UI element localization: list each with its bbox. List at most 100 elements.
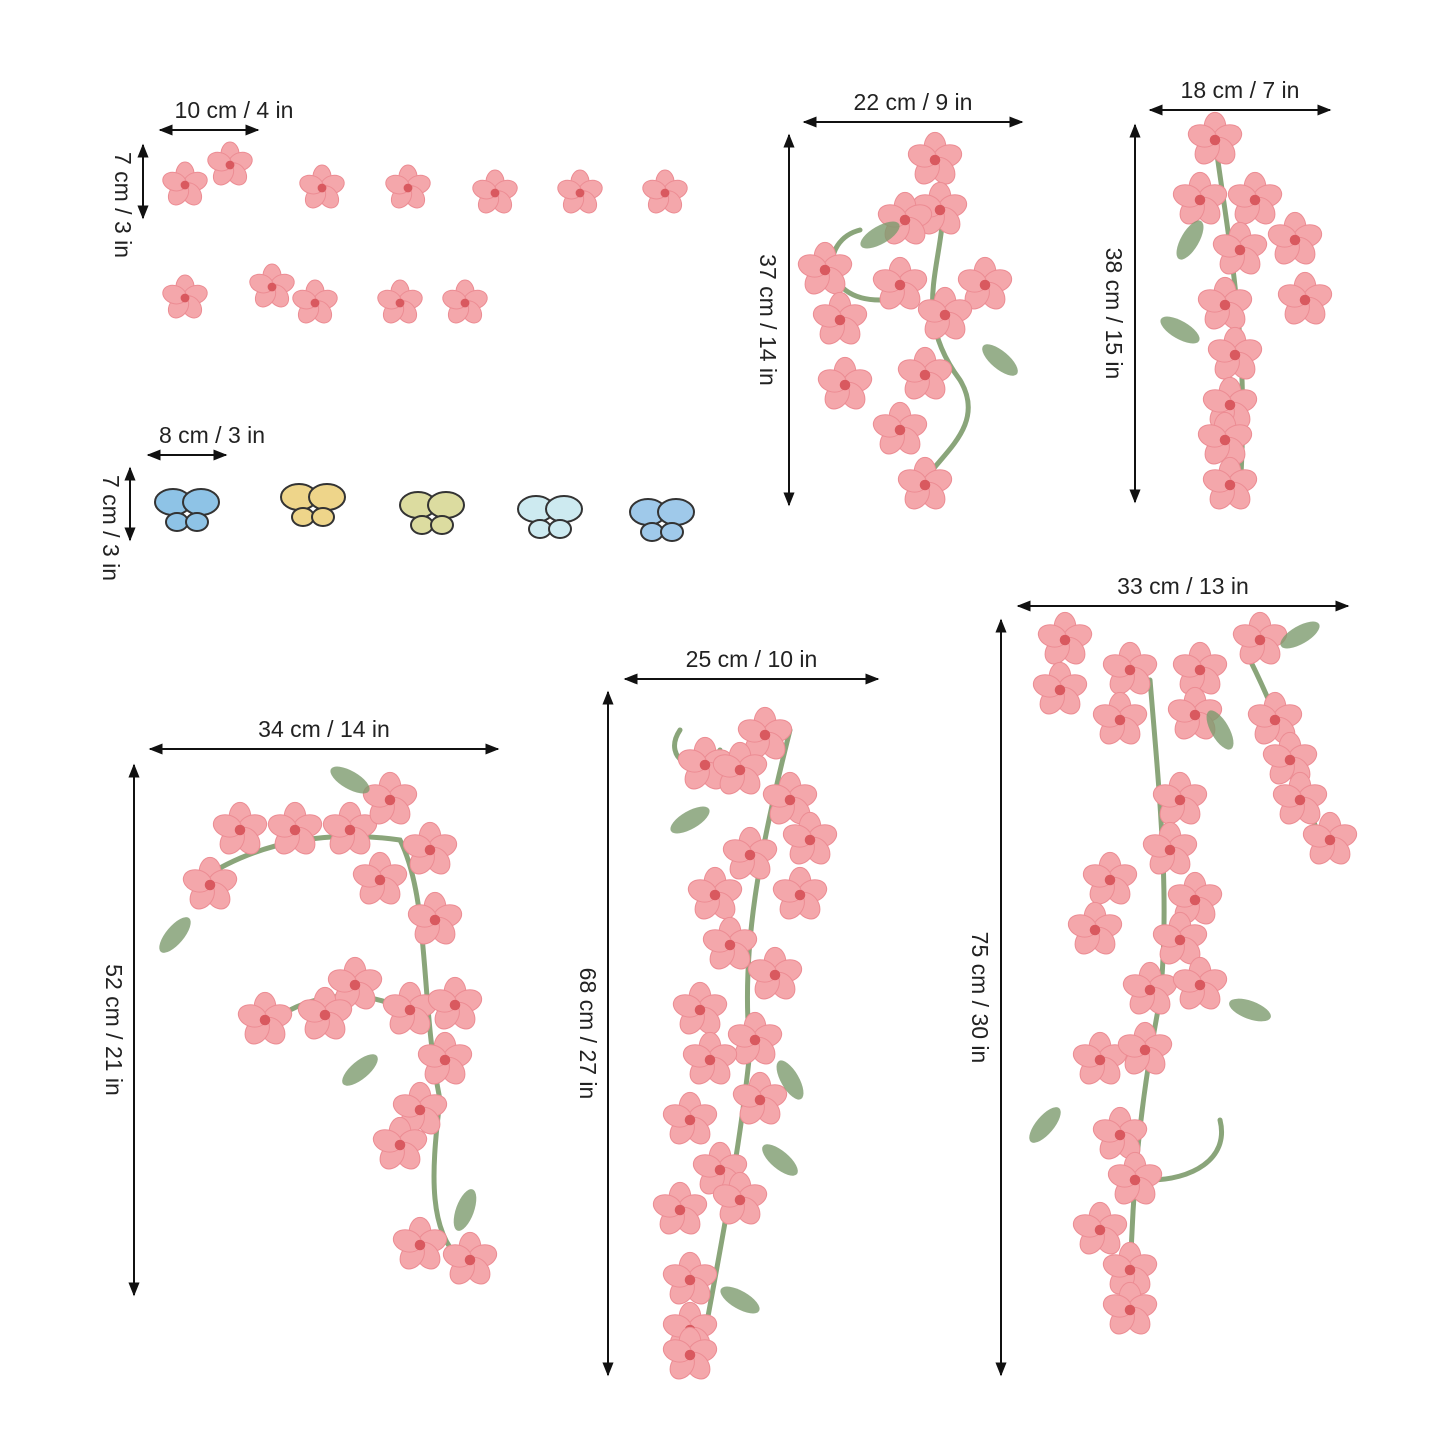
height-label: 75 cm / 30 in — [967, 932, 993, 1064]
flower-center — [374, 874, 386, 886]
flower-center — [1054, 684, 1066, 696]
flower-center — [234, 824, 246, 836]
flower-center — [1094, 1224, 1106, 1236]
flower-center — [749, 1034, 761, 1046]
flower — [1197, 411, 1253, 465]
flower-center — [1094, 1054, 1106, 1066]
flower — [1107, 1151, 1163, 1205]
flower-center — [180, 293, 190, 303]
leaf — [776, 1060, 804, 1100]
wing — [657, 498, 695, 526]
flower — [872, 401, 928, 455]
flower — [1167, 871, 1223, 925]
flower-center — [349, 979, 361, 991]
wing — [528, 519, 552, 539]
flower-center — [939, 309, 951, 321]
leaf — [1206, 710, 1234, 750]
flower — [207, 141, 253, 186]
flower-center — [714, 1164, 726, 1176]
flower-center — [395, 298, 405, 308]
flower-center — [414, 1104, 426, 1116]
leaf — [720, 1286, 760, 1314]
flower-center — [464, 1254, 476, 1266]
flower-center — [784, 794, 796, 806]
flower-center — [1194, 194, 1206, 206]
flower-center — [724, 939, 736, 951]
width-label: 33 cm / 13 in — [1117, 573, 1249, 599]
flower — [1072, 1031, 1128, 1085]
flower-center — [310, 298, 320, 308]
flower-center — [404, 1004, 416, 1016]
flower-center — [734, 1194, 746, 1206]
flower — [897, 346, 953, 400]
flower — [249, 263, 295, 308]
wing — [308, 483, 346, 511]
flower-center — [699, 759, 711, 771]
flower-center — [674, 1204, 686, 1216]
flower-center — [1124, 1304, 1136, 1316]
flower-center — [839, 379, 851, 391]
flower — [372, 1116, 428, 1170]
flower — [772, 866, 828, 920]
flower-center — [1089, 924, 1101, 936]
wing — [410, 515, 434, 535]
flower-center — [1324, 834, 1336, 846]
leaf — [1280, 621, 1320, 649]
flower — [1212, 221, 1268, 275]
flower — [362, 771, 418, 825]
width-label: 34 cm / 14 in — [258, 716, 390, 742]
leaf — [1160, 316, 1200, 344]
flower — [182, 856, 238, 910]
flower-center — [414, 1239, 426, 1251]
flower-center — [1189, 709, 1201, 721]
flower — [782, 811, 838, 865]
flower — [162, 161, 208, 206]
wing — [430, 515, 454, 535]
flower — [1122, 961, 1178, 1015]
flower — [442, 1231, 498, 1285]
butterfly — [517, 495, 583, 539]
flower-center — [1224, 479, 1236, 491]
flower — [1072, 1201, 1128, 1255]
leaf — [342, 1054, 378, 1086]
flower — [712, 1171, 768, 1225]
leaf — [762, 1144, 798, 1176]
flower-center — [424, 844, 436, 856]
flower-center — [1189, 894, 1201, 906]
flower — [1082, 851, 1138, 905]
wing — [660, 522, 684, 542]
flower — [712, 741, 768, 795]
flower — [382, 981, 438, 1035]
flower — [299, 164, 345, 209]
flower — [682, 1031, 738, 1085]
flower — [662, 1326, 718, 1380]
leaf — [670, 806, 710, 834]
flower — [1172, 171, 1228, 225]
flower-center — [490, 188, 500, 198]
width-label: 8 cm / 3 in — [159, 422, 265, 448]
flower — [352, 851, 408, 905]
flower — [442, 279, 488, 324]
butterfly — [280, 483, 346, 527]
flower-center — [1114, 1129, 1126, 1141]
flower — [817, 356, 873, 410]
flower — [672, 981, 728, 1035]
flower-center — [804, 834, 816, 846]
flower-center — [1059, 634, 1071, 646]
wing — [640, 522, 664, 542]
flower — [737, 706, 793, 760]
flower — [722, 826, 778, 880]
flower-center — [1219, 434, 1231, 446]
wing — [311, 507, 335, 527]
height-label: 68 cm / 27 in — [575, 968, 601, 1100]
flower — [1172, 956, 1228, 1010]
flower-center — [1124, 664, 1136, 676]
flower-center — [1124, 1264, 1136, 1276]
flower-center — [394, 1139, 406, 1151]
wing — [182, 488, 220, 516]
flower — [1202, 376, 1258, 430]
flower-center — [704, 1054, 716, 1066]
flower — [322, 801, 378, 855]
flower-center — [460, 298, 470, 308]
flower-center — [317, 183, 327, 193]
